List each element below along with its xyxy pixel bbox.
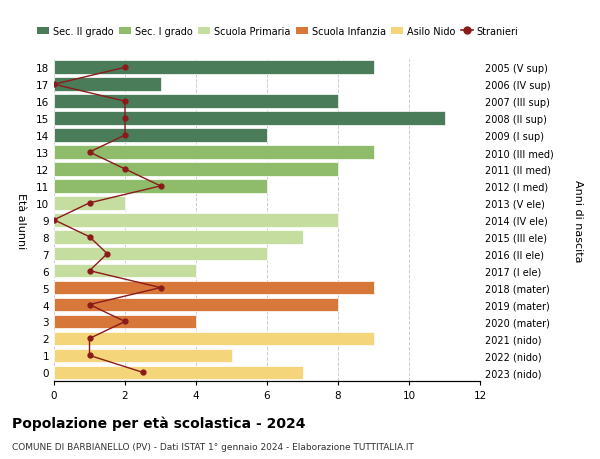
Bar (54, 62, 373, 75)
Bar (54, 332, 373, 346)
Bar (54, 129, 267, 143)
Bar (54, 163, 338, 176)
Bar (54, 196, 125, 210)
Bar (54, 264, 196, 278)
Text: Popolazione per età scolastica - 2024: Popolazione per età scolastica - 2024 (12, 415, 305, 430)
Bar (54, 298, 338, 312)
Legend: Sec. II grado, Sec. I grado, Scuola Primaria, Scuola Infanzia, Asilo Nido, Stran: Sec. II grado, Sec. I grado, Scuola Prim… (34, 23, 523, 40)
Bar (54, 281, 373, 295)
Text: COMUNE DI BARBIANELLO (PV) - Dati ISTAT 1° gennaio 2024 - Elaborazione TUTTITALI: COMUNE DI BARBIANELLO (PV) - Dati ISTAT … (12, 442, 414, 451)
Bar (54, 315, 196, 329)
Bar (54, 112, 445, 126)
Bar (54, 366, 302, 379)
Bar (54, 213, 338, 227)
Bar (54, 78, 161, 92)
Bar (54, 247, 267, 261)
Y-axis label: Età alunni: Età alunni (16, 192, 26, 248)
Bar (54, 230, 302, 244)
Bar (54, 146, 373, 159)
Bar (54, 349, 232, 362)
Bar (54, 95, 338, 109)
Y-axis label: Anni di nascita: Anni di nascita (573, 179, 583, 262)
Bar (54, 180, 267, 193)
